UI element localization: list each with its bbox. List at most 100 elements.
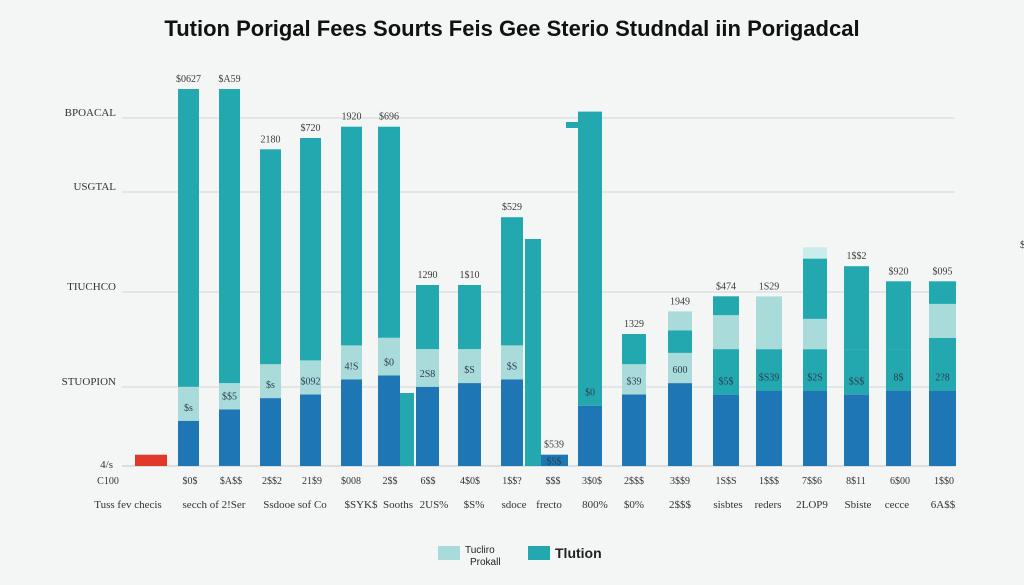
bar-segment xyxy=(886,349,911,391)
x-axis-value: 7$$6 xyxy=(802,476,822,487)
bar-top-label: 1920 xyxy=(342,112,362,123)
bar-segment xyxy=(929,337,956,391)
bar-segment xyxy=(501,217,523,346)
bar-inner-label: $s xyxy=(266,380,275,391)
x-axis-category: $0% xyxy=(624,499,644,511)
bar-segment xyxy=(260,398,281,466)
bar-inner-label: $s xyxy=(184,403,193,414)
x-axis-category: 2US% xyxy=(420,499,449,511)
bar-inner-label: $S xyxy=(507,361,518,372)
bar-segment xyxy=(400,393,414,466)
bar-segment xyxy=(416,285,439,350)
bar-segment xyxy=(713,349,739,395)
x-axis-category: $SYK$ xyxy=(344,499,378,511)
bar-segment xyxy=(756,390,782,466)
x-axis-value: $008 xyxy=(341,476,361,487)
legend-label: Tucliro xyxy=(465,545,495,556)
bar-segment xyxy=(622,394,646,466)
bar-segment xyxy=(756,296,782,350)
bar-segment xyxy=(416,349,439,387)
bar-top-label: 1$$2 xyxy=(847,251,867,262)
bar-inner-label: $0 xyxy=(384,358,394,369)
x-axis-value: 2$$$ xyxy=(624,476,644,487)
bar-segment xyxy=(756,349,782,391)
chart-title: Tution Porigal Fees Sourts Feis Gee Ster… xyxy=(164,16,860,41)
bar-segment xyxy=(668,330,692,353)
bar-segment xyxy=(219,89,240,384)
x-axis-value: 3$0$ xyxy=(582,476,602,487)
y-axis-label: USGTAL xyxy=(73,181,116,193)
bar-inner-label: $$5 xyxy=(222,391,237,402)
bar-top-label: $696 xyxy=(379,112,399,123)
bar-segment xyxy=(713,296,739,316)
y-axis-label: BPOACAL xyxy=(65,107,117,119)
x-axis-value: 21$9 xyxy=(302,476,322,487)
bar-inner-label: 2S8 xyxy=(420,369,436,380)
x-axis-category: Sbiste xyxy=(845,499,872,511)
x-axis-value: 3$$9 xyxy=(670,476,690,487)
x-axis-value: 2$$2 xyxy=(262,476,282,487)
x-axis-category: 800% xyxy=(582,499,608,511)
bar-segment xyxy=(929,303,956,338)
bar-inner-label: 600 xyxy=(673,365,688,376)
bar-inner-label: 2?8 xyxy=(935,373,949,384)
bar-inner-label: 4!S xyxy=(345,361,359,372)
x-axis-category: Sooths xyxy=(383,499,413,511)
x-axis-category: sisbtes xyxy=(713,499,742,511)
y-axis-label: TIUCHCO xyxy=(67,281,116,293)
bar-segment xyxy=(378,375,400,466)
x-axis-category: secch of 2!Ser xyxy=(183,499,246,511)
bar-segment xyxy=(844,266,869,350)
bar-segment xyxy=(803,319,827,350)
bar-segment xyxy=(260,364,281,399)
bar-top-label: $095 xyxy=(933,266,953,277)
x-axis-value: 8$11 xyxy=(846,476,866,487)
bar-top-label: $A59 xyxy=(218,74,240,85)
legend-label: Tlution xyxy=(555,545,602,561)
bar-segment xyxy=(458,349,481,383)
bar-segment xyxy=(622,334,646,365)
bar-top-label: 2180 xyxy=(261,134,281,145)
legend-swatch xyxy=(438,546,460,560)
bar-segment xyxy=(416,386,439,466)
bar-segment xyxy=(219,383,240,410)
bar-top-label: 1S29 xyxy=(759,281,780,292)
legend-swatch xyxy=(528,546,550,560)
bar-segment xyxy=(886,281,911,350)
bar-top-label: $474 xyxy=(716,281,736,292)
bar-segment xyxy=(929,390,956,466)
bar-top-label: 1949 xyxy=(670,296,690,307)
bar-inner-label: $5$ xyxy=(547,456,562,467)
x-axis-value: C100 xyxy=(97,476,119,487)
bar-segment xyxy=(844,349,869,395)
bar-segment xyxy=(668,311,692,331)
bar-segment xyxy=(178,386,199,421)
x-axis-category: Tuss fev checis xyxy=(94,499,161,511)
x-axis-category: reders xyxy=(755,499,782,511)
x-axis-category: 2LOP9 xyxy=(796,499,828,511)
x-axis-category: $S% xyxy=(464,499,485,511)
bar-inner-label: $S39 xyxy=(759,373,780,384)
bar-segment xyxy=(844,394,869,466)
bar-segment xyxy=(668,383,692,466)
bar-segment xyxy=(135,454,167,466)
x-axis-value: 1$$$ xyxy=(759,476,779,487)
bar-top-label: 1290 xyxy=(418,270,438,281)
bar-segment xyxy=(378,126,400,338)
x-axis-category: 6A$$ xyxy=(931,499,956,511)
x-axis-value: 1$$? xyxy=(502,476,522,487)
x-axis-value: $A$$ xyxy=(220,476,242,487)
bar-segment xyxy=(566,122,602,128)
x-axis-value: 1$$0 xyxy=(934,476,954,487)
bar-segment xyxy=(929,281,956,304)
bar-segment xyxy=(886,390,911,466)
x-axis-category: 2$$$ xyxy=(669,499,692,511)
bar-segment xyxy=(803,247,827,259)
x-axis-category: frecto xyxy=(536,499,562,511)
bar-top-label: $529 xyxy=(502,202,522,213)
bar-inner-label: $S xyxy=(464,365,475,376)
bar-inner-label: 8$ xyxy=(894,373,904,384)
bar-segment xyxy=(578,111,602,406)
x-axis-value: 6$$ xyxy=(421,476,436,487)
